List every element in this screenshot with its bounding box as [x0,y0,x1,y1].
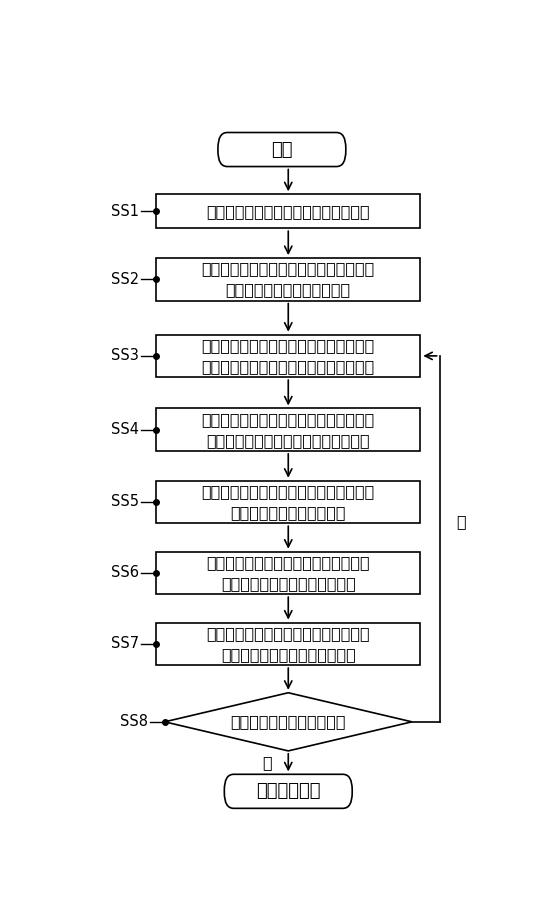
Text: 开始: 开始 [271,141,293,158]
Text: SS2: SS2 [111,272,139,286]
Text: SS5: SS5 [111,495,139,509]
Text: SS4: SS4 [111,422,139,437]
Text: 对于每个个体，以吸波带宽作为适应度
值，根据约束条件进行惩罚处理: 对于每个个体，以吸波带宽作为适应度 值，根据约束条件进行惩罚处理 [206,625,370,662]
Text: 是: 是 [262,755,272,771]
FancyBboxPatch shape [218,133,346,167]
Bar [156,623,420,665]
Text: 对于每个个体，计算蜂窝层整体等效反射
损耗并进一步计算吸波带宽: 对于每个个体，计算蜂窝层整体等效反射 损耗并进一步计算吸波带宽 [202,484,375,520]
Text: SS3: SS3 [111,348,139,364]
Bar [156,194,420,228]
Bar [156,258,420,300]
Text: 否: 否 [456,514,466,530]
Polygon shape [164,693,412,751]
Text: SS8: SS8 [119,715,147,729]
Text: SS7: SS7 [111,636,139,651]
Bar [156,481,420,523]
Text: SS1: SS1 [111,204,139,218]
Text: 判断是否到达迭代终止条件: 判断是否到达迭代终止条件 [230,715,346,729]
Bar [156,334,420,378]
Text: 采用进化算法，并确定初始种群中个体数
量、设计维度、总迭代次数等: 采用进化算法，并确定初始种群中个体数 量、设计维度、总迭代次数等 [202,262,375,297]
Text: 返回优化结果: 返回优化结果 [256,782,321,800]
Text: 对于每个个体，以吸波带宽作为适应度
值，根据约束条件进行惩罚处理: 对于每个个体，以吸波带宽作为适应度 值，根据约束条件进行惩罚处理 [206,554,370,591]
Text: 对于每个个体，基于纳米吸波颗粒填充比
例计算蜂窝壁等效复介电常数及复磁导率: 对于每个个体，基于纳米吸波颗粒填充比 例计算蜂窝壁等效复介电常数及复磁导率 [202,338,375,374]
Text: 确定优化目标、设计变量以及约束条件: 确定优化目标、设计变量以及约束条件 [206,204,370,218]
Text: 对于每个个体，基于蜂窝孔内外孔径计算
蜂窝层宏观等效复介电常数及复磁导率: 对于每个个体，基于蜂窝孔内外孔径计算 蜂窝层宏观等效复介电常数及复磁导率 [202,412,375,448]
Bar [156,408,420,451]
Text: SS6: SS6 [111,565,139,580]
FancyBboxPatch shape [224,775,352,809]
Bar [156,552,420,594]
